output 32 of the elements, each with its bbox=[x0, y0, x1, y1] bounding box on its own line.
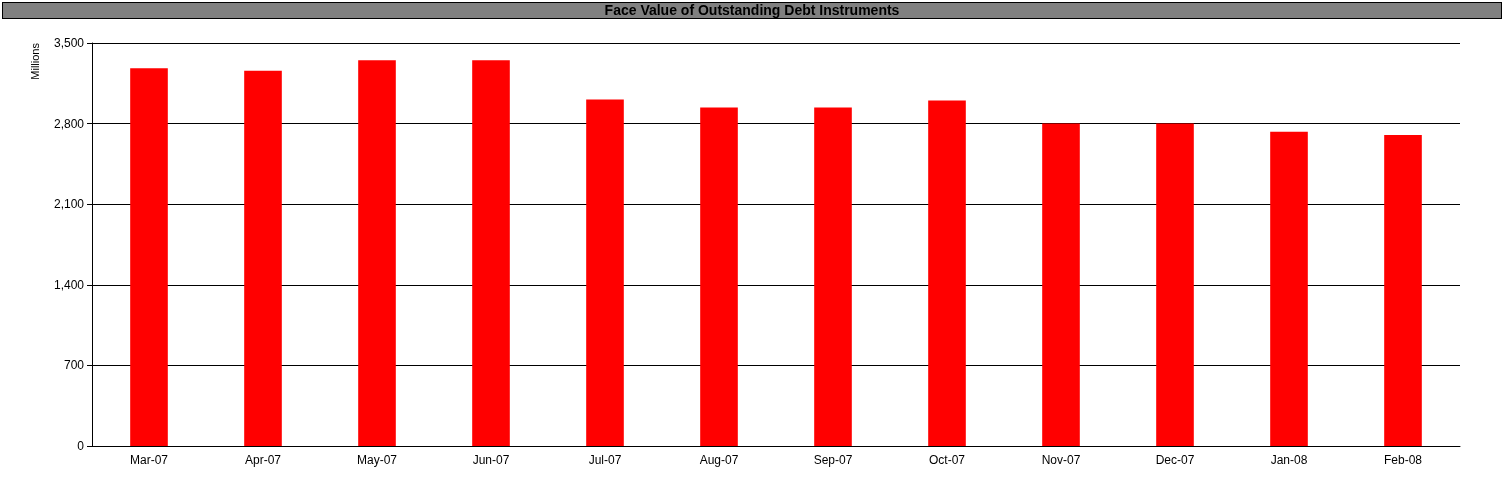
bar bbox=[1384, 135, 1422, 446]
bar bbox=[814, 107, 852, 446]
y-tick-label: 1,400 bbox=[53, 277, 85, 292]
x-tick-label: Dec-07 bbox=[1155, 453, 1195, 467]
x-tick-label: Mar-07 bbox=[129, 453, 169, 467]
x-tick-label: Apr-07 bbox=[244, 453, 282, 467]
y-tick-label: 2,800 bbox=[53, 116, 85, 131]
bar bbox=[358, 60, 396, 446]
bar bbox=[130, 68, 168, 446]
bar bbox=[1156, 123, 1194, 446]
bar bbox=[1270, 131, 1308, 446]
x-tick-label: Jul-07 bbox=[588, 453, 622, 467]
bar bbox=[700, 107, 738, 446]
y-tick-label: 0 bbox=[77, 439, 85, 453]
x-tick-label: Nov-07 bbox=[1041, 453, 1081, 467]
y-tick-label: 3,500 bbox=[53, 36, 85, 50]
x-tick-label: Jun-07 bbox=[472, 453, 510, 467]
bar bbox=[928, 100, 966, 446]
bar bbox=[586, 99, 624, 446]
x-tick-label: Sep-07 bbox=[813, 453, 853, 467]
x-tick-label: Oct-07 bbox=[928, 453, 966, 467]
x-tick-label: Jan-08 bbox=[1270, 453, 1308, 467]
x-tick-label: May-07 bbox=[356, 453, 398, 467]
bar bbox=[472, 60, 510, 446]
x-tick-label: Feb-08 bbox=[1383, 453, 1423, 467]
chart-title: Face Value of Outstanding Debt Instruments bbox=[2, 2, 1502, 19]
bar bbox=[1042, 123, 1080, 446]
y-axis-title: Millions bbox=[28, 42, 41, 80]
bar bbox=[244, 70, 282, 446]
y-tick-label: 2,100 bbox=[53, 197, 85, 212]
x-tick-label: Aug-07 bbox=[699, 453, 739, 467]
y-tick-label: 700 bbox=[63, 358, 85, 373]
